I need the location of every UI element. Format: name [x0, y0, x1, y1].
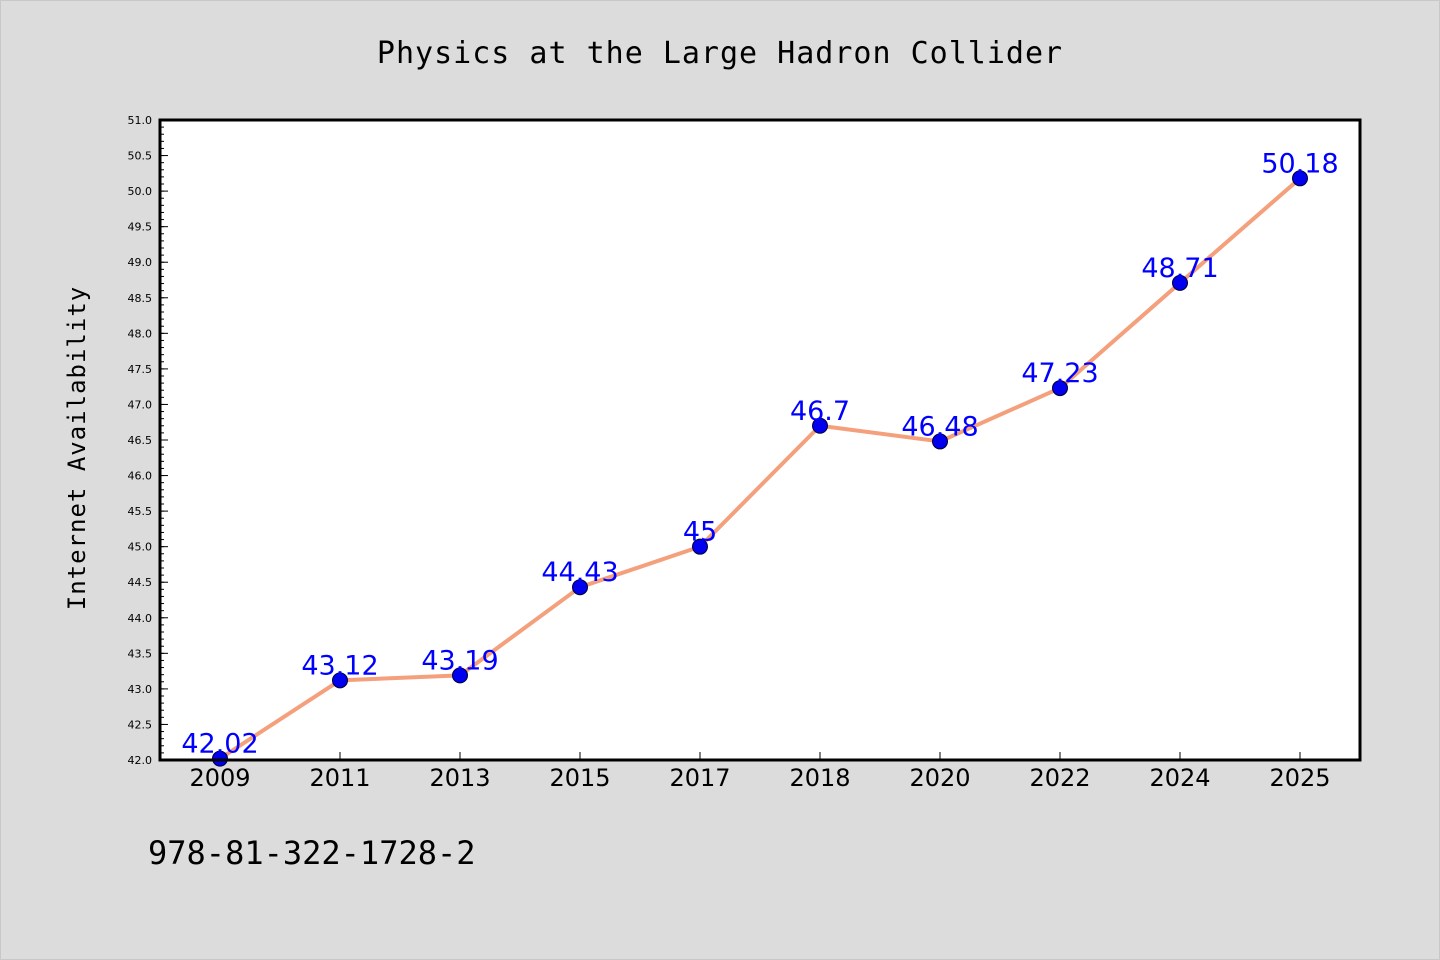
data-label: 44.43	[541, 557, 618, 588]
y-tick-label: 43.0	[128, 683, 153, 696]
chart-title: Physics at the Large Hadron Collider	[377, 36, 1063, 71]
data-point	[332, 672, 348, 689]
series-line	[218, 176, 1302, 761]
y-tick-label: 42.0	[128, 754, 153, 767]
plot-frame	[158, 118, 1362, 762]
y-tick-label: 47.5	[128, 363, 153, 376]
data-point	[1172, 274, 1188, 291]
y-tick-label: 49.5	[128, 221, 153, 234]
data-label: 47.23	[1021, 358, 1098, 389]
x-tick-label: 2013	[429, 764, 490, 792]
data-series: 42.02 43.12 43.19 44.43 45 46.7 46.48 47.23 48.7…	[181, 148, 1339, 767]
x-tick-label: 2025	[1269, 764, 1330, 792]
x-axis: 2009 2011 2013 2015 2017 2018 2020 2022 2024 2025	[189, 752, 1331, 792]
y-tick-label: 48.5	[128, 292, 153, 305]
x-tick-label: 2009	[189, 764, 250, 792]
data-point	[932, 433, 948, 450]
data-label: 42.02	[181, 729, 258, 760]
y-tick-label: 45.5	[128, 505, 153, 518]
y-tick-label: 51.0	[128, 114, 153, 127]
data-label: 48.71	[1141, 253, 1218, 284]
data-point	[692, 538, 708, 555]
y-axis: 42.0 42.5 43.0 43.5 44.0 44.5 45.0 45.5 46.0 46.5…	[128, 114, 168, 767]
data-point	[1292, 170, 1308, 187]
data-label: 43.19	[421, 645, 498, 676]
y-tick-label: 47.0	[128, 398, 153, 411]
y-tick-label: 50.0	[128, 185, 153, 198]
y-tick-label: 49.0	[128, 256, 153, 269]
x-tick-label: 2024	[1149, 764, 1210, 792]
footer-isbn: 978-81-322-1728-2	[148, 834, 476, 872]
x-tick-label: 2022	[1029, 764, 1090, 792]
x-tick-label: 2011	[309, 764, 370, 792]
data-point	[1052, 380, 1068, 397]
data-point	[572, 579, 588, 596]
x-tick-label: 2017	[669, 764, 730, 792]
data-label: 45	[683, 517, 717, 548]
y-tick-label: 45.0	[128, 541, 153, 554]
data-point	[452, 667, 468, 684]
data-label: 50.18	[1261, 148, 1338, 179]
y-tick-label: 44.0	[128, 612, 153, 625]
x-tick-label: 2018	[789, 764, 850, 792]
y-tick-label: 50.5	[128, 150, 153, 163]
y-axis-label: Internet Availability	[63, 286, 91, 610]
y-tick-label: 46.5	[128, 434, 153, 447]
y-tick-label: 48.0	[128, 327, 153, 340]
y-tick-label: 42.5	[128, 718, 153, 731]
y-tick-label: 43.5	[128, 647, 153, 660]
data-label: 43.12	[301, 650, 378, 681]
y-tick-label: 44.5	[128, 576, 153, 589]
x-tick-label: 2015	[549, 764, 610, 792]
x-tick-label: 2020	[909, 764, 970, 792]
data-label: 46.7	[790, 396, 850, 427]
data-label: 46.48	[901, 411, 978, 442]
y-tick-label: 46.0	[128, 470, 153, 483]
plot-area	[160, 120, 1360, 760]
data-point	[812, 417, 828, 434]
